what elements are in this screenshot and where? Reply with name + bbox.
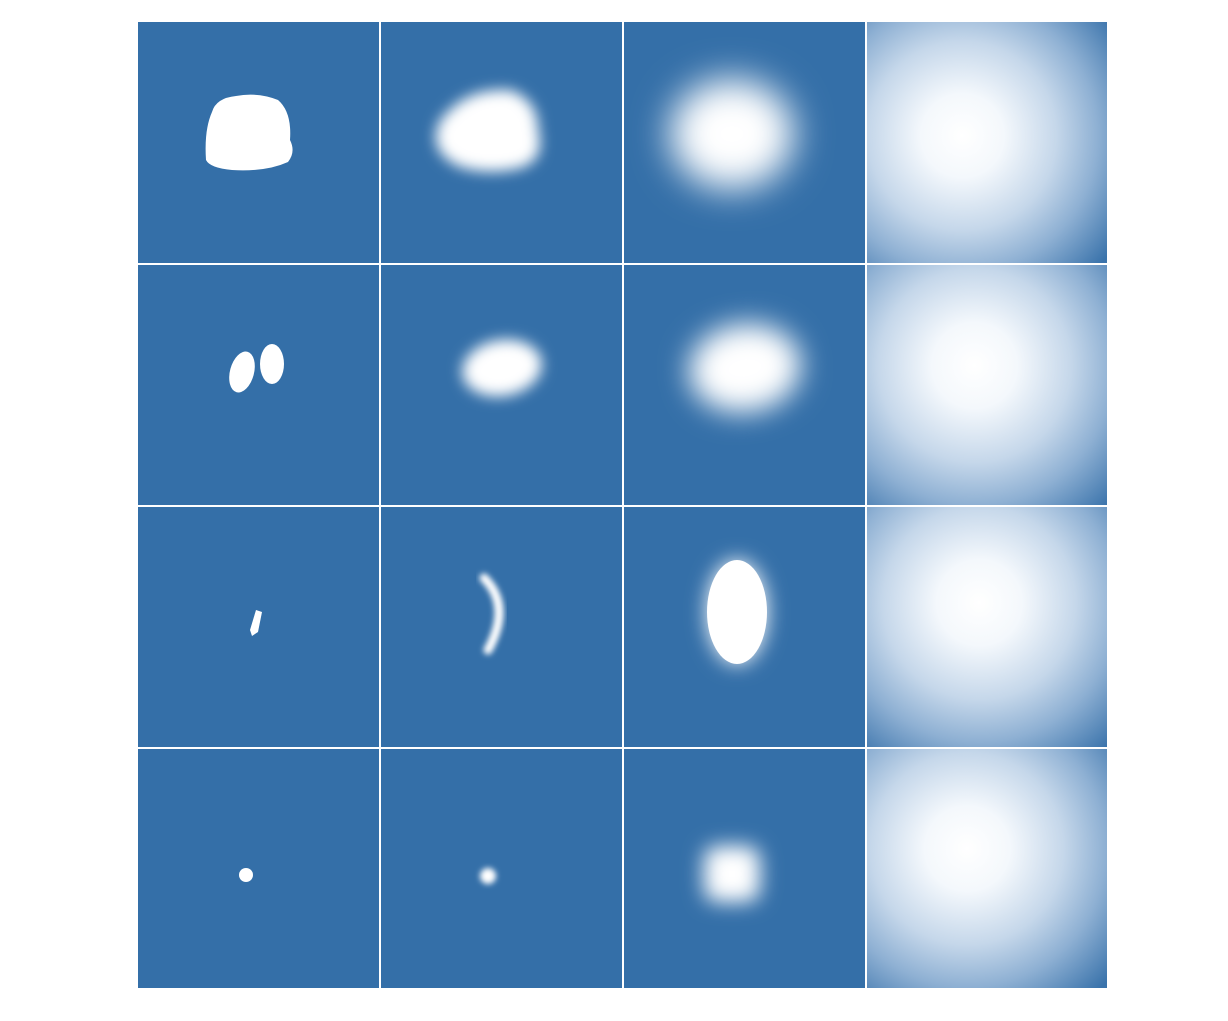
blob	[704, 846, 760, 902]
blob	[689, 323, 801, 413]
blob	[205, 94, 293, 171]
grid-separators	[138, 22, 1107, 988]
blob	[260, 344, 284, 384]
panel-gradient	[866, 264, 1107, 506]
panel-gradient	[866, 22, 1107, 264]
blob	[435, 89, 540, 172]
panel-gradient	[866, 506, 1107, 748]
blob-core	[707, 560, 767, 664]
blob	[480, 868, 496, 884]
blob	[250, 610, 262, 636]
blob	[479, 573, 504, 655]
blob	[670, 79, 794, 189]
blob	[239, 868, 253, 882]
blob	[462, 339, 542, 397]
blob	[229, 351, 255, 393]
panel-gradient	[866, 748, 1107, 988]
